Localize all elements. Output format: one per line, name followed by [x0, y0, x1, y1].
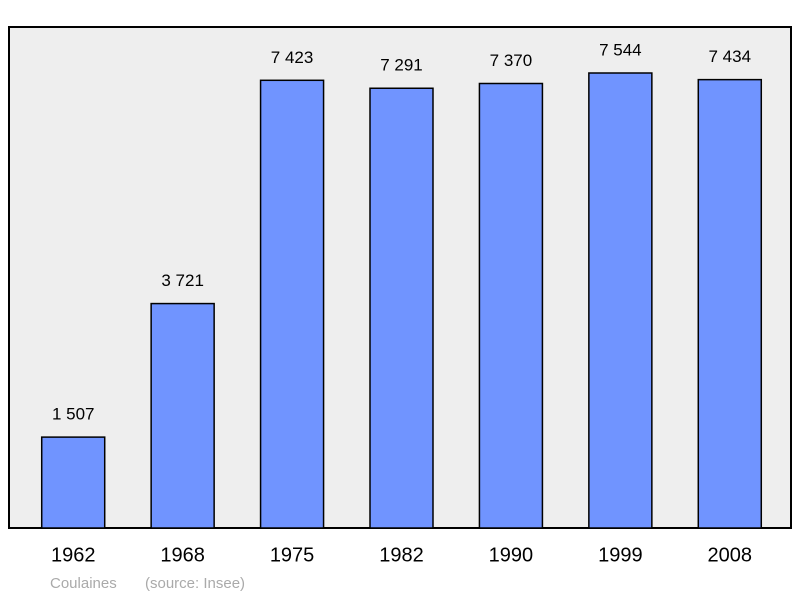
value-label: 7 434	[709, 47, 752, 66]
bar	[478, 82, 544, 529]
bar	[588, 72, 653, 529]
bar	[697, 78, 763, 529]
value-label: 3 721	[161, 271, 204, 290]
value-label: 1 507	[52, 405, 95, 424]
bar	[369, 87, 434, 529]
x-tick-label: 1968	[160, 544, 205, 566]
x-tick-label: 1962	[51, 544, 96, 566]
bar	[150, 302, 215, 529]
value-label: 7 544	[599, 40, 642, 59]
x-tick-label: 1999	[598, 544, 643, 566]
bar	[40, 436, 106, 529]
x-tick-label: 1982	[379, 544, 424, 566]
value-label: 7 423	[271, 48, 314, 67]
value-label: 7 291	[380, 56, 423, 75]
source: (source: Insee)	[145, 575, 245, 592]
caption: Coulaines	[50, 575, 117, 592]
x-tick-label: 2008	[708, 544, 753, 566]
x-tick-label: 1975	[270, 544, 315, 566]
bar	[259, 79, 325, 529]
x-tick-label: 1990	[489, 544, 534, 566]
value-label: 7 370	[490, 51, 533, 70]
